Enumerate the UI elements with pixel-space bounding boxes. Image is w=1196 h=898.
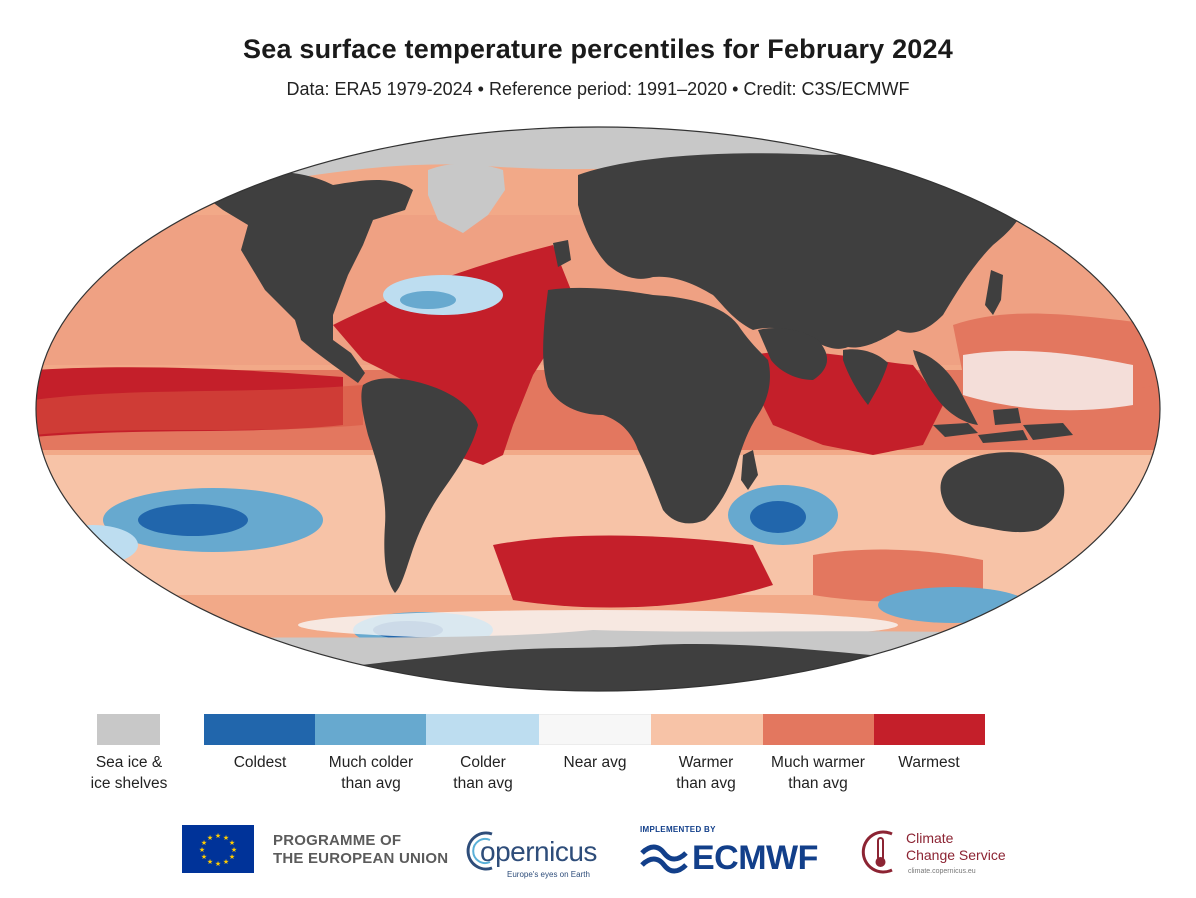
legend-swatch-near-avg — [539, 714, 651, 745]
partner-logos: ★ ★ ★ ★ ★ ★ ★ ★ ★ ★ ★ ★ PROGRAMME OF THE EUROPEA… — [0, 818, 1196, 888]
map-title: Sea surface temperature percentiles for … — [243, 34, 953, 64]
legend-label-much-warmer: Much warmer than avg — [771, 754, 865, 792]
legend-label-near-avg: Near avg — [563, 754, 627, 771]
eu-programme-text: PROGRAMME OF THE EUROPEAN UNION — [273, 832, 449, 867]
copernicus-c-icon — [466, 831, 493, 871]
legend: Sea ice & ice shelves Coldest Much colde… — [0, 714, 1196, 804]
north-pacific-near-avg — [963, 350, 1133, 411]
madagascar — [741, 450, 758, 490]
svg-text:★: ★ — [215, 860, 221, 868]
legend-swatch-warmest — [874, 714, 985, 745]
legend-label-sea-ice: Sea ice & ice shelves — [90, 754, 168, 792]
australia — [940, 452, 1065, 533]
south-atlantic-warmest — [493, 535, 773, 608]
legend-label-warmer: Warmer than avg — [676, 754, 736, 792]
north-america — [183, 171, 413, 383]
svg-text:★: ★ — [201, 853, 207, 861]
tasman-sea-cold — [878, 587, 1028, 623]
eu-flag-icon: ★ ★ ★ ★ ★ ★ ★ ★ ★ ★ ★ ★ — [182, 825, 254, 873]
ecmwf-wordmark: ECMWF — [692, 839, 818, 877]
svg-text:★: ★ — [215, 832, 221, 840]
south-pacific-colder-left — [48, 525, 138, 565]
c3s-wordmark: Climate Change Service — [906, 830, 1006, 863]
copernicus-logo: opernicus Europe's eyes on Earth — [462, 822, 602, 882]
new-guinea — [1023, 423, 1073, 440]
svg-text:★: ★ — [223, 834, 229, 842]
svg-text:★: ★ — [199, 846, 205, 854]
map-outline — [35, 126, 1161, 692]
svg-text:★: ★ — [229, 839, 235, 847]
arabia — [758, 328, 828, 380]
uk — [553, 240, 571, 267]
greenland — [428, 163, 505, 233]
ecmwf-wave-icon — [640, 844, 688, 874]
world-sst-map — [35, 126, 1161, 692]
copernicus-wordmark: opernicus — [480, 836, 597, 867]
southeast-asia — [913, 350, 978, 425]
legend-swatch-sea-ice — [97, 714, 160, 745]
legend-swatch-much-colder — [315, 714, 426, 745]
map-subtitle: Data: ERA5 1979-2024 • Reference period:… — [286, 79, 910, 99]
legend-swatch-coldest — [204, 714, 315, 745]
svg-text:★: ★ — [207, 858, 213, 866]
legend-swatch-warmer — [651, 714, 763, 745]
thermometer-icon — [861, 830, 893, 874]
c3s-logo: Climate Change Service climate.copernicu… — [858, 826, 1018, 886]
svg-text:★: ★ — [231, 846, 237, 854]
svg-text:★: ★ — [229, 853, 235, 861]
legend-swatch-colder — [426, 714, 539, 745]
japan — [985, 270, 1003, 315]
legend-label-colder: Colder than avg — [453, 754, 513, 792]
svg-text:★: ★ — [201, 839, 207, 847]
south-indian-coldest — [750, 501, 806, 533]
south-pacific-coldest — [138, 504, 248, 536]
svg-text:★: ★ — [223, 858, 229, 866]
legend-label-coldest: Coldest — [233, 754, 287, 771]
c3s-url: climate.copernicus.eu — [908, 868, 976, 875]
ecmwf-implemented-by: IMPLEMENTED BY — [640, 825, 716, 834]
legend-swatch-much-warmer — [763, 714, 874, 745]
legend-label-much-colder: Much colder than avg — [328, 754, 414, 792]
ecmwf-logo: IMPLEMENTED BY ECMWF — [636, 821, 836, 881]
svg-text:★: ★ — [207, 834, 213, 842]
copernicus-tagline: Europe's eyes on Earth — [507, 870, 590, 879]
east-pacific-much-warmer — [36, 385, 363, 435]
africa — [543, 287, 770, 524]
europe-asia — [578, 153, 1027, 349]
indonesia — [933, 408, 1028, 443]
north-atlantic-much-colder — [400, 291, 456, 309]
south-america — [361, 378, 478, 593]
legend-label-warmest: Warmest — [898, 754, 960, 771]
india — [843, 349, 888, 405]
